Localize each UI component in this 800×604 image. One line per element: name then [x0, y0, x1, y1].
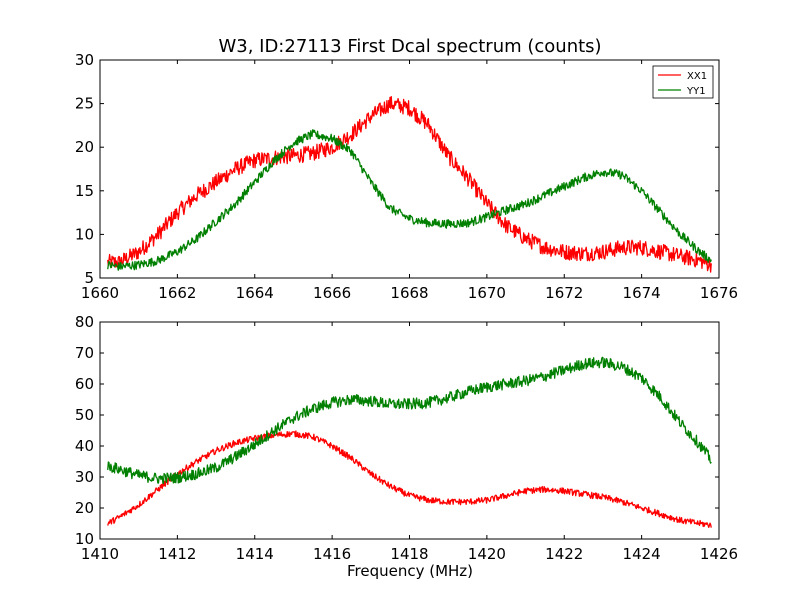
y-tick-label: 10 — [75, 530, 94, 548]
y-tick-label: 20 — [75, 499, 94, 517]
y-tick-label: 30 — [75, 468, 94, 486]
chart-title: W3, ID:27113 First Dcal spectrum (counts… — [218, 36, 601, 57]
panel-2: 1410 1412 1414 1416 1418 1420 1422 1424 1426 10 20… — [75, 313, 738, 563]
y-tick-label: 70 — [75, 344, 94, 362]
x-tick-label: 1412 — [158, 545, 196, 563]
x-tick-label: 1668 — [390, 284, 428, 302]
y-tick-label: 5 — [84, 269, 94, 287]
y-tick-label: 25 — [75, 95, 94, 113]
series-line-xx1-panel-1 — [107, 95, 712, 273]
y-tick-label: 60 — [75, 375, 94, 393]
x-tick-label: 1426 — [700, 545, 738, 563]
y-tick-label: 30 — [75, 51, 94, 69]
x-tick-label: 1660 — [81, 284, 119, 302]
y-tick-label: 40 — [75, 437, 94, 455]
panels: 1660 1662 1664 1666 1668 1670 1672 1674 16765101… — [75, 51, 738, 563]
x-tick-label: 1424 — [623, 545, 661, 563]
x-tick-label: 1672 — [545, 284, 583, 302]
y-tick-label: 15 — [75, 182, 94, 200]
y-tick-label: 10 — [75, 225, 94, 243]
x-tick-label: 1410 — [81, 545, 119, 563]
x-axis-label: Frequency (MHz) — [347, 562, 473, 580]
y-tick-label: 50 — [75, 406, 94, 424]
series-line-yy1-panel-1 — [107, 129, 712, 271]
y-tick-label: 80 — [75, 313, 94, 331]
x-tick-label: 1414 — [236, 545, 274, 563]
axes-frame — [99, 59, 720, 279]
x-tick-label: 1676 — [700, 284, 738, 302]
x-tick-label: 1674 — [623, 284, 661, 302]
series-line-yy1-panel-2 — [107, 356, 712, 485]
series-line-xx1-panel-2 — [107, 430, 712, 528]
x-tick-label: 1662 — [158, 284, 196, 302]
x-tick-label: 1420 — [468, 545, 506, 563]
x-tick-label: 1422 — [545, 545, 583, 563]
panel-1: 1660 1662 1664 1666 1668 1670 1672 1674 1676 5 10 1… — [75, 51, 738, 302]
x-tick-label: 1418 — [390, 545, 428, 563]
legend-box — [652, 65, 714, 99]
legend-label-xx1: XX1 — [687, 71, 707, 82]
x-tick-label: 1416 — [313, 545, 351, 563]
x-tick-label: 1670 — [468, 284, 506, 302]
x-tick-label: 1664 — [236, 284, 274, 302]
x-tick-label: 1666 — [313, 284, 351, 302]
y-tick-label: 20 — [75, 138, 94, 156]
axes-frame — [99, 321, 720, 540]
legend-label-yy1: YY1 — [686, 86, 706, 97]
